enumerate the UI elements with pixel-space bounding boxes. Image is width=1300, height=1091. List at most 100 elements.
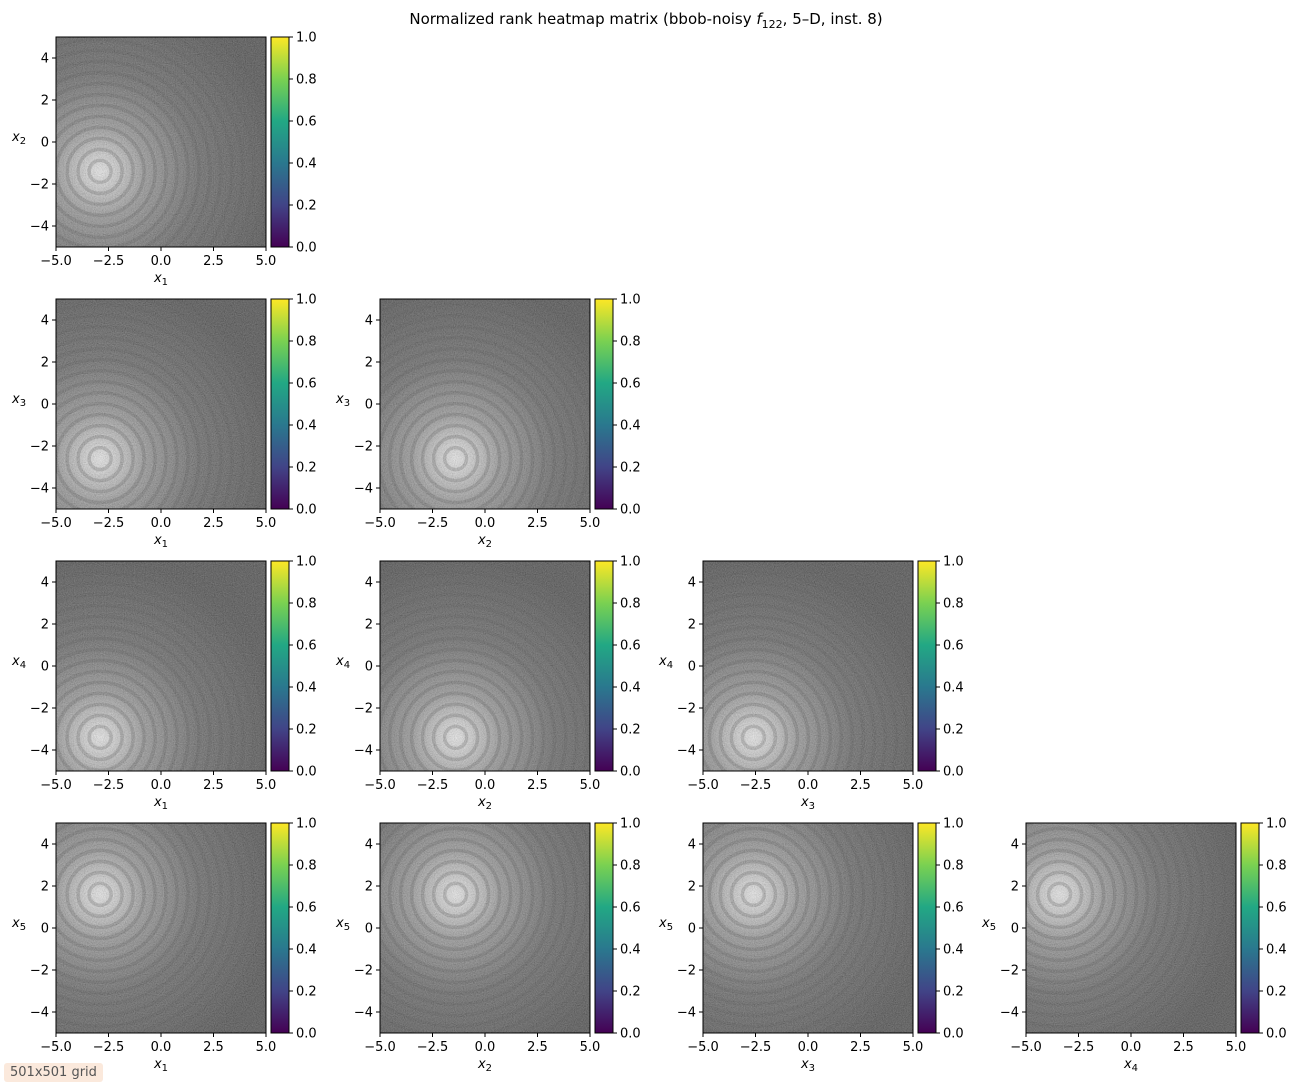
colorbar-tick-label: 1.0 <box>943 817 964 832</box>
colorbar-tick-label: 1.0 <box>620 555 641 570</box>
y-tick-label: 0 <box>1011 922 1019 937</box>
y-axis-label: x3 <box>11 392 26 409</box>
x-tick-label: 2.5 <box>203 254 224 269</box>
heatmap-image <box>703 823 913 1033</box>
heatmap-image <box>56 37 266 247</box>
colorbar-tick-label: 1.0 <box>943 555 964 570</box>
colorbar-tick-label: 0.2 <box>620 723 641 738</box>
x-tick-label: 2.5 <box>203 516 224 531</box>
colorbar-tick-label: 0.2 <box>943 985 964 1000</box>
colorbar-tick-label: 0.0 <box>296 241 317 256</box>
heatmap-image <box>56 299 266 509</box>
x-axis-label: x4 <box>1123 1057 1138 1074</box>
y-tick-label: 2 <box>41 618 49 633</box>
y-tick-label: 2 <box>365 880 373 895</box>
colorbar-tick-label: 0.6 <box>296 639 317 654</box>
y-tick-label: 4 <box>41 52 49 67</box>
y-tick-label: −4 <box>677 1006 696 1021</box>
y-tick-label: 4 <box>688 838 696 853</box>
y-axis-label: x4 <box>658 654 673 671</box>
colorbar-tick-label: 0.2 <box>620 985 641 1000</box>
y-tick-label: 0 <box>688 660 696 675</box>
x-axis-label: x2 <box>477 533 492 550</box>
colorbar-tick-label: 0.0 <box>943 1027 964 1042</box>
x-tick-label: −5.0 <box>364 778 396 793</box>
colorbar-tick-label: 0.8 <box>620 597 641 612</box>
colorbar-tick-label: 0.6 <box>943 901 964 916</box>
x-tick-label: 2.5 <box>527 1040 548 1055</box>
x-tick-label: 2.5 <box>1173 1040 1194 1055</box>
heatmap-panel: −5.0 −2.5 0.0 2.5 5.0 −4 −2 0 2 4 x1 x2 0.0 0.2 0.4 0.6… <box>11 31 317 289</box>
x-tick-label: 2.5 <box>203 1040 224 1055</box>
colorbar-tick-label: 0.6 <box>1266 901 1287 916</box>
colorbar-tick-label: 0.8 <box>1266 859 1287 874</box>
y-tick-label: −4 <box>1000 1006 1019 1021</box>
colorbar-tick-label: 0.0 <box>943 765 964 780</box>
heatmap-panel: −5.0 −2.5 0.0 2.5 5.0 −4 −2 0 2 4 x3 x4 0.0 0.2 0.4 0.6… <box>658 555 964 813</box>
x-tick-label: −2.5 <box>93 778 125 793</box>
x-tick-label: −2.5 <box>740 1040 772 1055</box>
colorbar-tick-label: 0.0 <box>296 1027 317 1042</box>
colorbar-tick-label: 0.6 <box>620 377 641 392</box>
heatmap-image <box>56 561 266 771</box>
heatmap-image <box>56 823 266 1033</box>
x-tick-label: −2.5 <box>417 1040 449 1055</box>
y-tick-label: 2 <box>41 880 49 895</box>
y-tick-label: −2 <box>30 702 49 717</box>
colorbar-tick-label: 0.6 <box>296 377 317 392</box>
x-tick-label: 2.5 <box>850 778 871 793</box>
x-tick-label: 0.0 <box>475 778 496 793</box>
y-tick-label: −2 <box>354 964 373 979</box>
colorbar-tick-label: 0.0 <box>296 765 317 780</box>
colorbar: 0.0 0.2 0.4 0.6 0.8 1.0 <box>594 293 641 518</box>
colorbar-tick-label: 1.0 <box>296 817 317 832</box>
x-tick-label: −5.0 <box>40 516 72 531</box>
y-tick-label: 2 <box>41 356 49 371</box>
x-tick-label: 5.0 <box>903 778 924 793</box>
heatmap-panel: −5.0 −2.5 0.0 2.5 5.0 −4 −2 0 2 4 x1 x3 0.0 0.2 0.4 0.6… <box>11 293 317 551</box>
y-tick-label: −4 <box>354 1006 373 1021</box>
colorbar-tick-label: 0.4 <box>296 943 317 958</box>
x-tick-label: −5.0 <box>40 1040 72 1055</box>
y-tick-label: 4 <box>41 576 49 591</box>
x-tick-label: −5.0 <box>364 1040 396 1055</box>
colorbar-tick-label: 0.2 <box>296 461 317 476</box>
y-tick-label: 4 <box>365 576 373 591</box>
x-tick-label: −5.0 <box>687 1040 719 1055</box>
x-tick-label: 0.0 <box>1121 1040 1142 1055</box>
x-tick-label: −5.0 <box>687 778 719 793</box>
y-tick-label: −4 <box>30 1006 49 1021</box>
colorbar-tick-label: 0.8 <box>296 335 317 350</box>
x-axis-label: x1 <box>153 795 168 812</box>
heatmap-panel: −5.0 −2.5 0.0 2.5 5.0 −4 −2 0 2 4 x1 x4 0.0 0.2 0.4 0.6… <box>11 555 317 813</box>
x-tick-label: 2.5 <box>850 1040 871 1055</box>
colorbar-tick-label: 1.0 <box>296 293 317 308</box>
y-tick-label: −2 <box>677 702 696 717</box>
x-axis-label: x2 <box>477 795 492 812</box>
x-tick-label: 5.0 <box>256 516 277 531</box>
x-tick-label: 0.0 <box>151 516 172 531</box>
y-tick-label: −4 <box>30 482 49 497</box>
heatmap-panel: −5.0 −2.5 0.0 2.5 5.0 −4 −2 0 2 4 x4 x5 0.0 0.2 0.4 0.6… <box>981 817 1287 1075</box>
colorbar-tick-label: 0.0 <box>620 1027 641 1042</box>
x-axis-label: x3 <box>800 795 815 812</box>
y-tick-label: −4 <box>354 482 373 497</box>
x-tick-label: −5.0 <box>40 778 72 793</box>
colorbar: 0.0 0.2 0.4 0.6 0.8 1.0 <box>917 555 964 780</box>
colorbar-tick-label: 0.0 <box>620 765 641 780</box>
colorbar: 0.0 0.2 0.4 0.6 0.8 1.0 <box>270 555 317 780</box>
x-tick-label: 5.0 <box>580 1040 601 1055</box>
y-tick-label: 0 <box>365 398 373 413</box>
colorbar-tick-label: 0.6 <box>296 115 317 130</box>
y-tick-label: −2 <box>1000 964 1019 979</box>
colorbar: 0.0 0.2 0.4 0.6 0.8 1.0 <box>594 555 641 780</box>
y-tick-label: −2 <box>30 440 49 455</box>
colorbar: 0.0 0.2 0.4 0.6 0.8 1.0 <box>917 817 964 1042</box>
heatmap-image <box>703 561 913 771</box>
x-tick-label: −2.5 <box>93 254 125 269</box>
colorbar-tick-label: 0.8 <box>296 73 317 88</box>
heatmap-panel: −5.0 −2.5 0.0 2.5 5.0 −4 −2 0 2 4 x1 x5 0.0 0.2 0.4 0.6… <box>11 817 317 1075</box>
x-tick-label: 0.0 <box>151 254 172 269</box>
colorbar-tick-label: 1.0 <box>296 31 317 46</box>
